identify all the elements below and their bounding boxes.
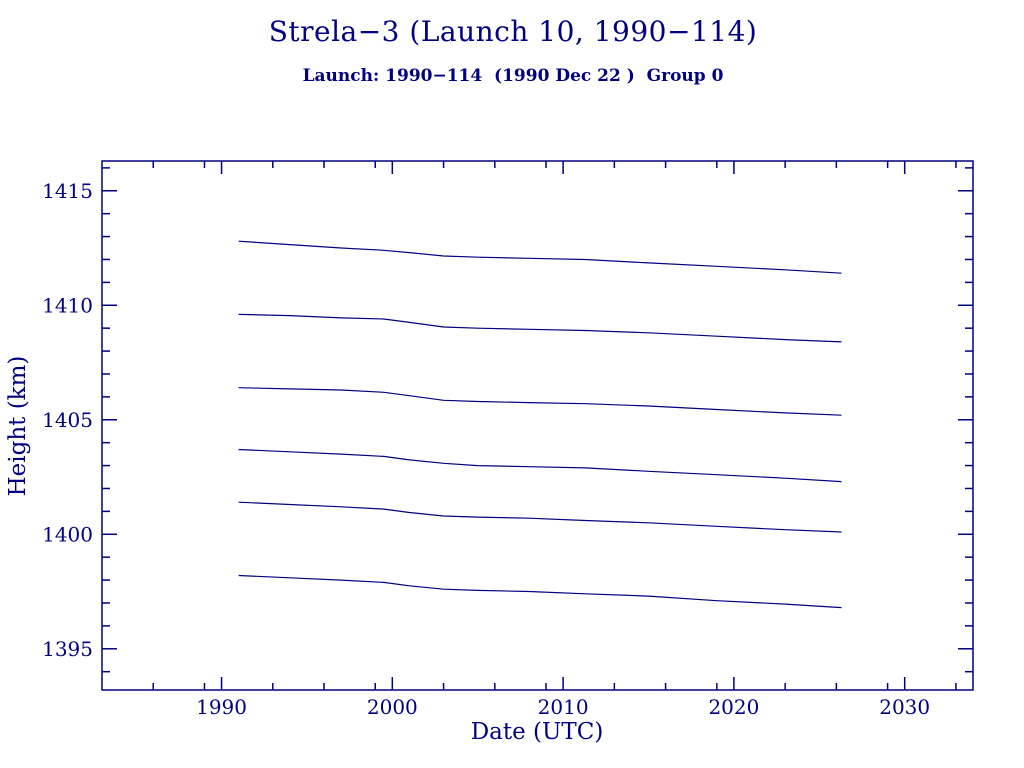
height-series-1 (238, 240, 842, 274)
chart-title: Strela−3 (Launch 10, 1990−114) (268, 15, 758, 48)
height-series-5 (238, 501, 842, 533)
chart-subtitle: Launch: 1990−114 (1990 Dec 22 ) Group 0 (302, 66, 724, 86)
x-axis-title: Date (UTC) (470, 719, 604, 745)
height-series-6 (238, 574, 842, 609)
y-tick-label: 1410 (42, 293, 93, 317)
x-tick-label: 1990 (196, 695, 247, 719)
y-tick-label: 1405 (42, 408, 93, 432)
height-series-4 (238, 448, 842, 483)
x-tick-label: 2000 (367, 695, 418, 719)
height-series-3 (238, 387, 842, 416)
x-tick-label: 2030 (879, 695, 930, 719)
y-tick-label: 1400 (42, 522, 93, 546)
y-tick-label: 1415 (42, 179, 93, 203)
axes-box (101, 160, 974, 691)
x-tick-label: 2020 (708, 695, 759, 719)
height-series-2 (238, 313, 842, 343)
x-tick-label: 2010 (538, 695, 589, 719)
y-tick-label: 1395 (42, 637, 93, 661)
